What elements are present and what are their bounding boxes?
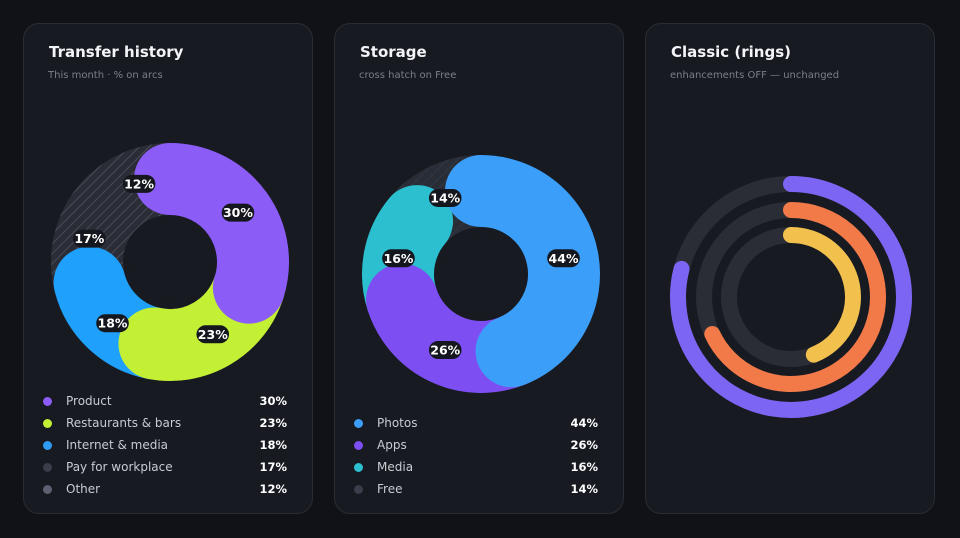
- legend-swatch: [354, 462, 363, 472]
- svg-text:23%: 23%: [198, 327, 228, 342]
- legend-value: 23%: [259, 416, 287, 430]
- legend-value: 30%: [259, 394, 287, 408]
- legend-value: 12%: [259, 482, 287, 496]
- legend-swatch: [43, 484, 52, 494]
- card-title: Classic (rings): [671, 43, 791, 61]
- card-subtitle: This month · % on arcs: [48, 70, 163, 81]
- legend-swatch: [43, 440, 52, 450]
- svg-text:30%: 30%: [223, 205, 253, 220]
- legend: Photos 44% Apps 26% Media 16% Free 14%: [353, 412, 598, 500]
- legend-label: Internet & media: [66, 438, 169, 452]
- legend-swatch: [43, 462, 52, 472]
- legend-label: Free: [377, 482, 403, 496]
- legend-value: 44%: [570, 416, 598, 430]
- storage-donut-chart: 44% 26% 16% 14%: [362, 155, 600, 393]
- legend-label: Pay for workplace: [66, 460, 173, 474]
- ring-bar-2[interactable]: [704, 202, 886, 392]
- legend-item[interactable]: Apps 26%: [353, 434, 598, 456]
- card-title: Transfer history: [49, 43, 184, 61]
- data-label: 18%: [96, 314, 129, 333]
- classic-rings-card: Classic (rings) enhancements OFF — uncha…: [645, 23, 935, 514]
- legend-item[interactable]: Media 16%: [353, 456, 598, 478]
- transfer-history-card: Transfer history This month · % on arcs …: [23, 23, 313, 514]
- svg-text:44%: 44%: [549, 251, 579, 266]
- donut-hole: [128, 220, 212, 304]
- legend-swatch: [43, 396, 52, 406]
- card-title: Storage: [360, 43, 427, 61]
- data-label: 12%: [122, 174, 156, 193]
- legend-swatch: [354, 484, 363, 494]
- legend-item[interactable]: Pay for workplace 17%: [42, 456, 287, 478]
- svg-text:18%: 18%: [98, 316, 128, 331]
- legend-value: 17%: [259, 460, 287, 474]
- legend-item[interactable]: Internet & media 18%: [42, 434, 287, 456]
- data-label: 26%: [428, 341, 462, 360]
- data-label: 17%: [73, 229, 106, 248]
- svg-text:26%: 26%: [430, 343, 460, 358]
- legend-item[interactable]: Restaurants & bars 23%: [42, 412, 287, 434]
- legend-swatch: [43, 418, 52, 428]
- legend-label: Photos: [377, 416, 418, 430]
- legend-swatch: [354, 418, 363, 428]
- legend-item[interactable]: Other 12%: [42, 478, 287, 500]
- data-label: 30%: [221, 203, 255, 222]
- legend-label: Media: [377, 460, 414, 474]
- legend-value: 26%: [570, 438, 598, 452]
- legend-item[interactable]: Photos 44%: [353, 412, 598, 434]
- legend-label: Product: [66, 394, 112, 408]
- svg-text:16%: 16%: [384, 251, 414, 266]
- svg-text:17%: 17%: [74, 231, 104, 246]
- data-label: 23%: [196, 325, 230, 344]
- radial-rings-chart: [670, 176, 912, 418]
- data-label: 14%: [428, 188, 462, 207]
- legend-label: Other: [66, 482, 101, 496]
- legend-value: 16%: [570, 460, 598, 474]
- svg-text:14%: 14%: [430, 190, 460, 205]
- card-subtitle: enhancements OFF — unchanged: [670, 70, 840, 81]
- legend-value: 18%: [259, 438, 287, 452]
- legend-value: 14%: [570, 482, 598, 496]
- legend-label: Apps: [377, 438, 407, 452]
- legend-item[interactable]: Free 14%: [353, 478, 598, 500]
- data-label: 16%: [382, 249, 415, 268]
- svg-text:12%: 12%: [124, 176, 154, 191]
- ring-bar-1[interactable]: [670, 176, 912, 418]
- ring-bar-3[interactable]: [783, 227, 861, 363]
- legend-item[interactable]: Product 30%: [42, 390, 287, 412]
- legend: Product 30% Restaurants & bars 23% Interne…: [42, 390, 287, 500]
- storage-card: Storage cross hatch on Free 44% 26% 16% 14%…: [334, 23, 624, 514]
- legend-label: Restaurants & bars: [66, 416, 182, 430]
- legend-swatch: [354, 440, 363, 450]
- card-subtitle: cross hatch on Free: [359, 70, 457, 81]
- transfer-history-donut-chart: 30% 23% 18% 17% 12%: [51, 143, 289, 381]
- data-label: 44%: [547, 249, 580, 268]
- donut-hole: [439, 232, 523, 316]
